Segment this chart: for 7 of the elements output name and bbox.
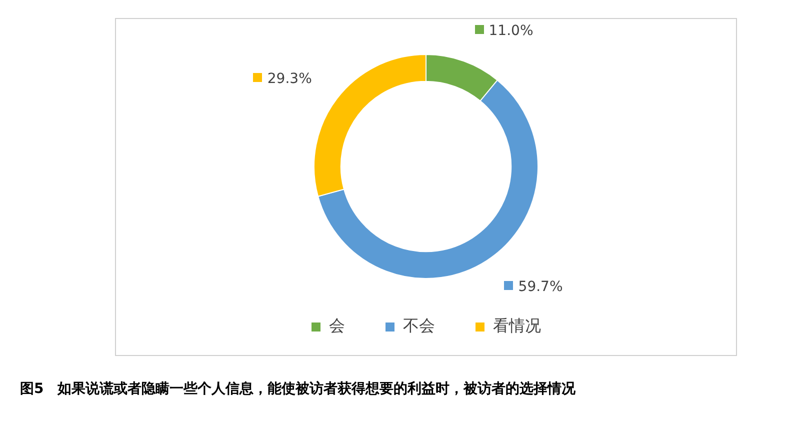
caption: 图5 如果说谎或者隐瞒一些个人信息，能使被访者获得想要的利益时，被访者的选择情况 xyxy=(20,380,577,398)
data-label: 59.7% xyxy=(518,279,563,296)
data-label: 29.3% xyxy=(267,71,312,88)
legend-label: 看情况 xyxy=(493,316,541,336)
legend-label: 不会 xyxy=(403,316,435,336)
data-label: 11.0% xyxy=(488,23,534,39)
legend-label: 会 xyxy=(329,316,345,336)
